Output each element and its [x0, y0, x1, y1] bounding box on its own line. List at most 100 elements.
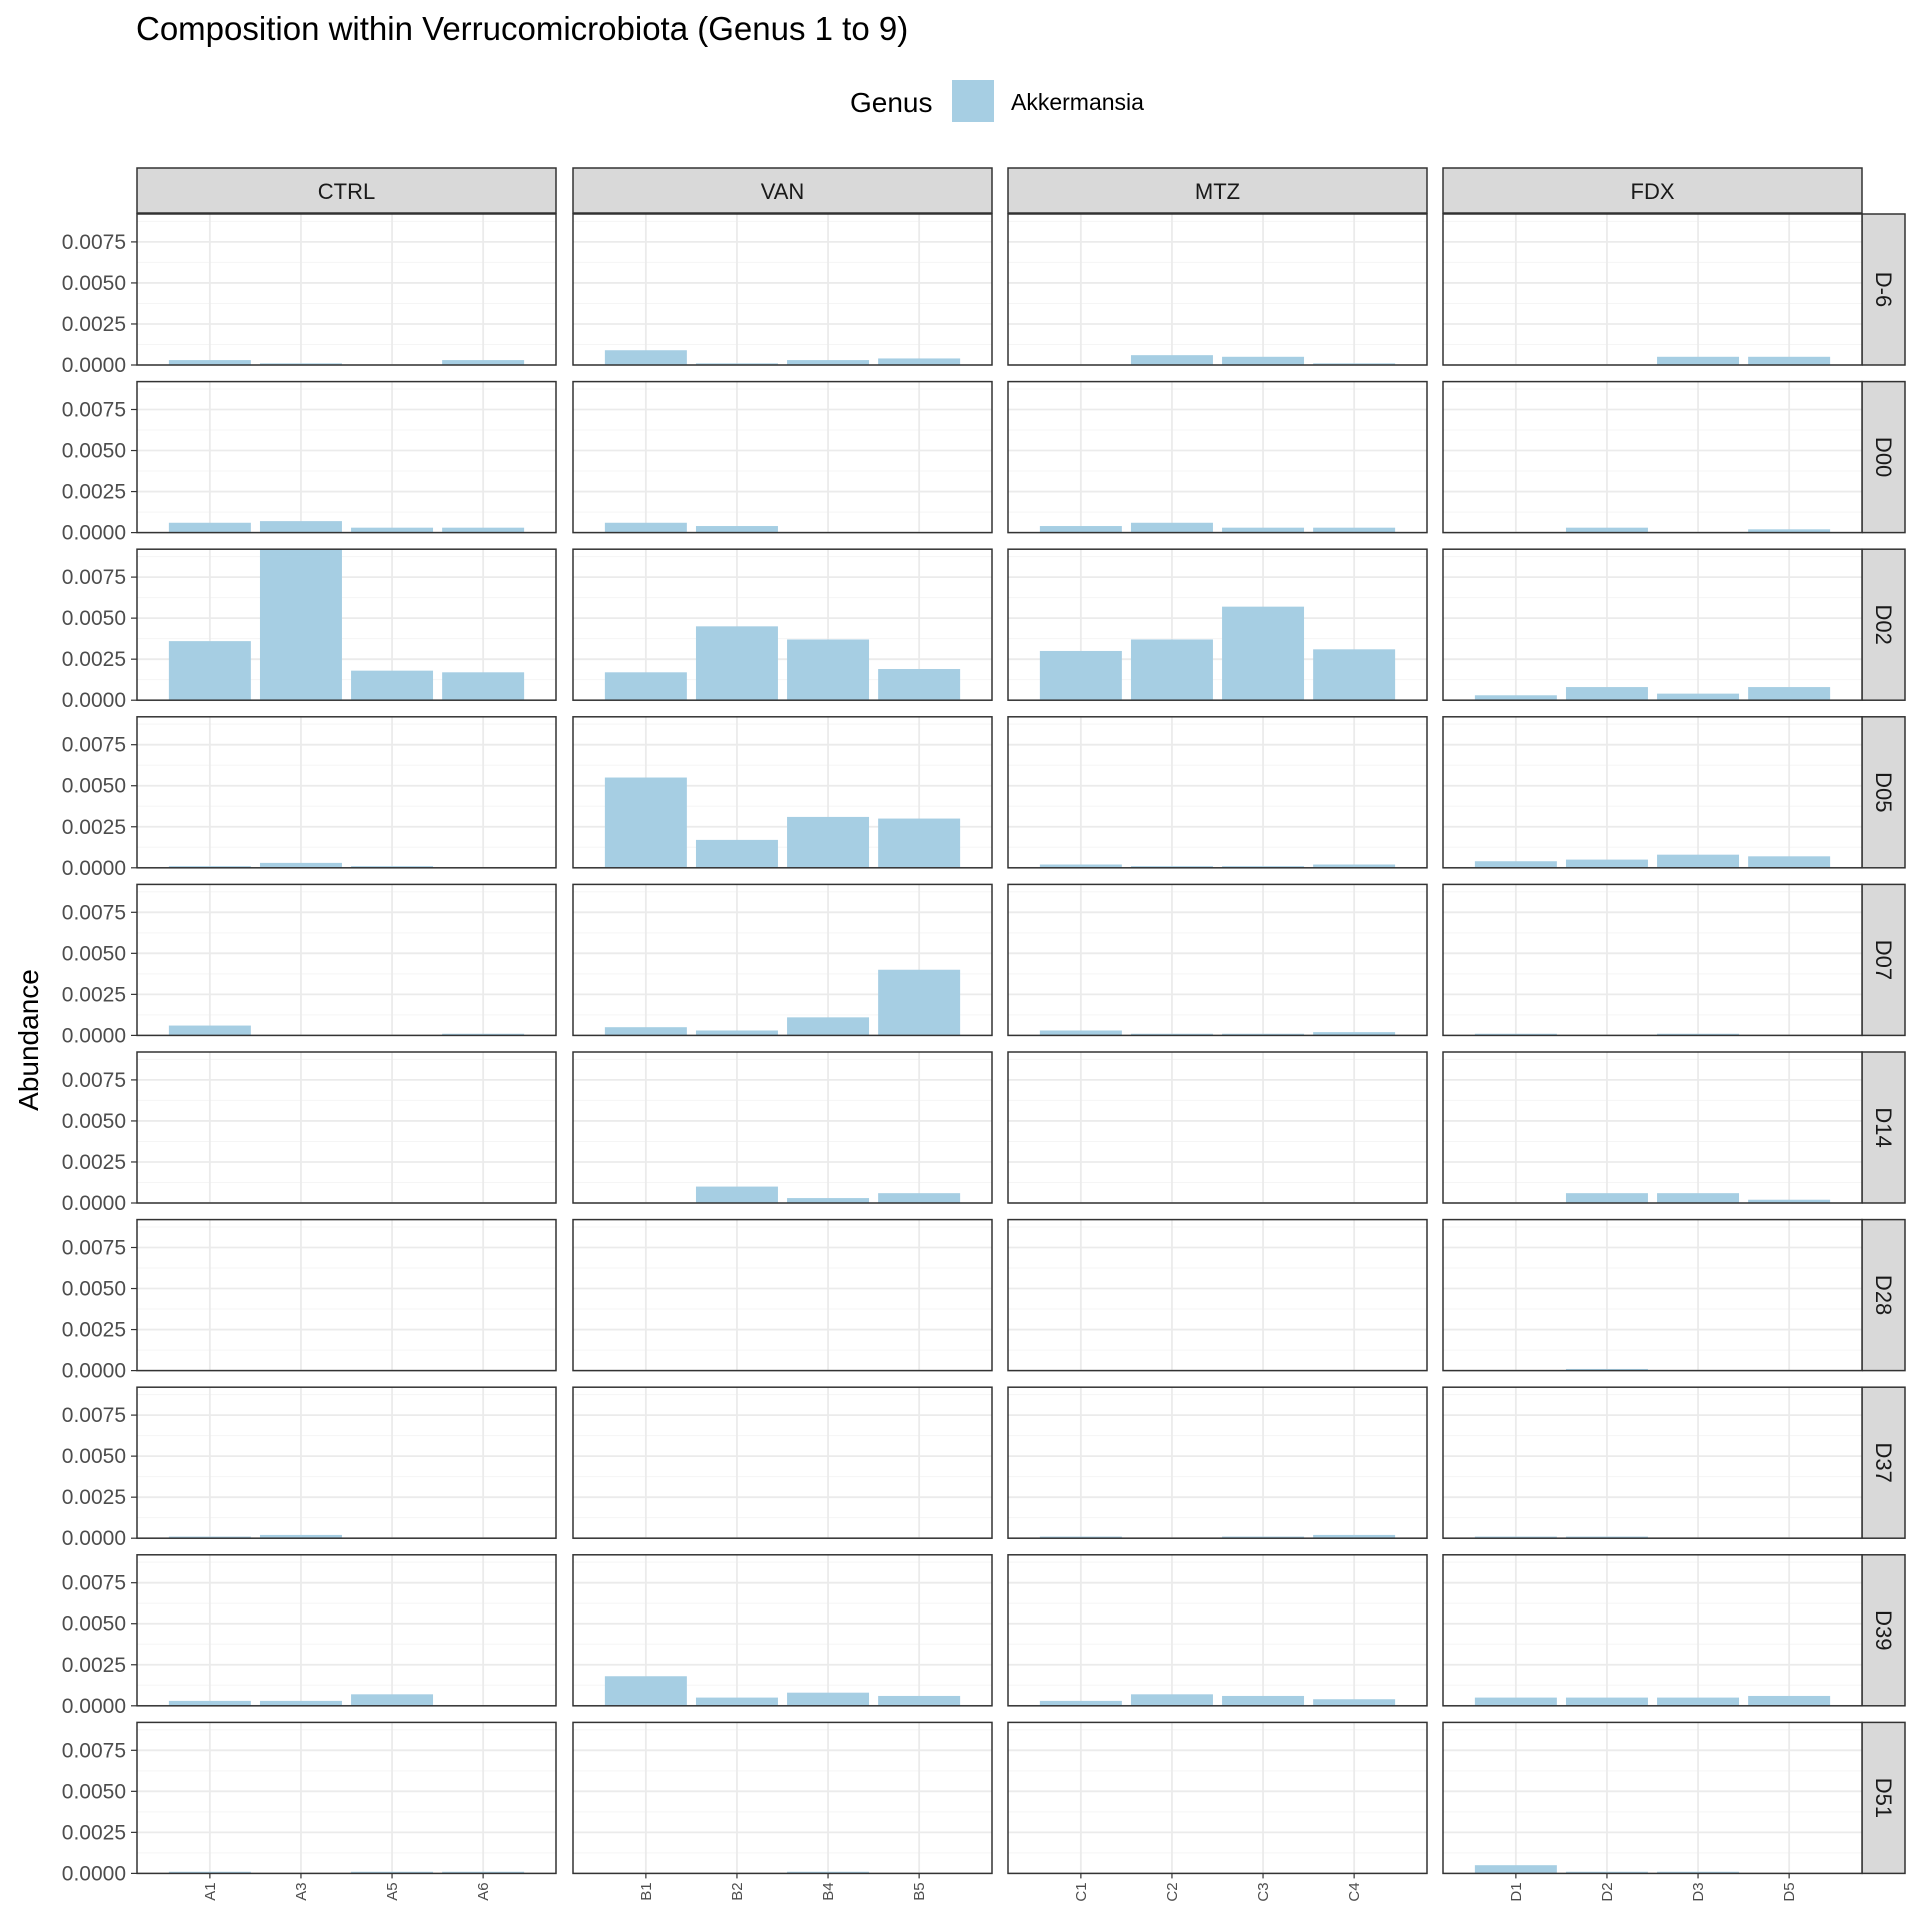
panel-background	[1008, 1219, 1427, 1371]
bar	[695, 526, 778, 533]
bar	[442, 1871, 525, 1874]
panel-background	[1443, 716, 1862, 868]
y-tick-label: 0.0050	[62, 942, 126, 965]
panel-border	[1442, 213, 1863, 366]
panel-border	[572, 1721, 993, 1875]
bar	[878, 818, 961, 868]
bar	[351, 1694, 434, 1706]
panel-border	[1007, 548, 1428, 701]
y-tick-label: 0.0025	[62, 481, 126, 504]
bar	[787, 639, 870, 701]
panel-background	[1443, 884, 1862, 1036]
panel-border	[1442, 1386, 1863, 1539]
x-tick-label: A1	[202, 1882, 219, 1900]
legend-label-akkermansia: Akkermansia	[1011, 89, 1144, 115]
y-tick-label: 0.0000	[62, 1862, 126, 1885]
bar	[168, 1025, 251, 1036]
y-tick-label: 0.0050	[62, 775, 126, 798]
bar	[1657, 1871, 1740, 1874]
row-strip	[1861, 1218, 1906, 1372]
bar	[1130, 639, 1213, 701]
row-strip-label: D51	[1871, 1778, 1896, 1818]
bar	[1748, 1199, 1831, 1203]
bar	[695, 1030, 778, 1036]
bar	[1748, 529, 1831, 533]
bar	[1222, 1695, 1305, 1706]
panel-background	[137, 381, 556, 533]
bar	[695, 839, 778, 868]
panel-background	[1443, 1052, 1862, 1203]
bar	[604, 672, 687, 701]
y-tick-label: 0.0075	[62, 1237, 126, 1260]
x-tick-label: A5	[384, 1882, 401, 1900]
panel-background	[137, 1387, 556, 1539]
y-tick-label: 0.0050	[62, 1445, 126, 1468]
bar	[1130, 866, 1213, 868]
panel-background	[137, 1052, 556, 1203]
column-strip	[1442, 167, 1863, 214]
bar	[442, 1033, 525, 1036]
panel-background	[1443, 381, 1862, 533]
x-tick-label: B1	[638, 1882, 655, 1900]
bar	[1565, 1871, 1648, 1874]
bar	[259, 862, 342, 868]
x-tick-label: B4	[820, 1882, 837, 1900]
panel-border	[136, 213, 557, 366]
bar	[1313, 649, 1396, 701]
y-tick-label: 0.0075	[62, 1739, 126, 1762]
row-strip-label: D05	[1871, 772, 1896, 812]
x-tick-label: B2	[729, 1882, 746, 1900]
panel-background	[1008, 1554, 1427, 1706]
panel-border	[572, 883, 993, 1037]
x-tick-label: D2	[1599, 1882, 1616, 1901]
panel-background	[1008, 1387, 1427, 1539]
panel-background	[573, 1387, 992, 1539]
bar	[878, 1193, 961, 1203]
bar	[442, 672, 525, 701]
panel-border	[136, 548, 557, 701]
bar	[1039, 650, 1122, 701]
y-tick-label: 0.0025	[62, 816, 126, 839]
bar	[1565, 1368, 1648, 1371]
bar	[168, 866, 251, 868]
bar	[1565, 1697, 1648, 1706]
panel-border	[572, 380, 993, 534]
bar	[1039, 1030, 1122, 1036]
bar	[1474, 1865, 1557, 1874]
y-tick-label: 0.0025	[62, 1821, 126, 1844]
panel-background	[1443, 1722, 1862, 1874]
y-tick-label: 0.0025	[62, 983, 126, 1006]
panel-border	[1442, 1051, 1863, 1204]
bar	[1474, 1536, 1557, 1539]
legend-swatch-akkermansia	[952, 80, 994, 122]
bar	[259, 549, 342, 701]
panel-border	[572, 213, 993, 366]
bar	[259, 363, 342, 365]
y-tick-label: 0.0025	[62, 313, 126, 336]
bar	[1657, 1033, 1740, 1036]
chart-title: Composition within Verrucomicrobiota (Ge…	[136, 10, 908, 47]
bar	[1565, 527, 1648, 533]
column-strip-label: FDX	[1631, 179, 1675, 204]
row-strip	[1861, 1051, 1906, 1204]
x-tick-label: D1	[1508, 1882, 1525, 1901]
bar	[351, 1871, 434, 1874]
x-tick-label: C1	[1073, 1882, 1090, 1901]
bar	[787, 1692, 870, 1706]
y-tick-label: 0.0075	[62, 1069, 126, 1092]
bar	[259, 1534, 342, 1539]
panel-border	[1442, 1218, 1863, 1372]
y-tick-label: 0.0000	[62, 522, 126, 545]
bar	[1313, 1699, 1396, 1706]
bar	[695, 363, 778, 365]
x-tick-label: D3	[1690, 1882, 1707, 1901]
bar	[604, 777, 687, 868]
panel-border	[572, 1386, 993, 1539]
panel-background	[137, 1722, 556, 1874]
row-strip-label: D14	[1871, 1107, 1896, 1147]
bar	[1222, 356, 1305, 365]
panel-border	[572, 548, 993, 701]
bar	[1039, 1536, 1122, 1539]
bar	[787, 360, 870, 365]
column-strip-label: MTZ	[1195, 179, 1240, 204]
